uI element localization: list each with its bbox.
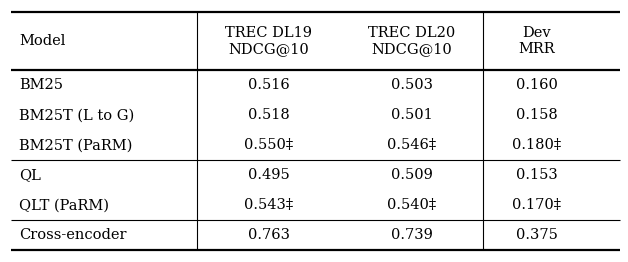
Text: 0.546‡: 0.546‡: [387, 138, 436, 152]
Text: 0.495: 0.495: [248, 168, 290, 182]
Text: Model: Model: [19, 34, 65, 48]
Text: Dev
MRR: Dev MRR: [518, 26, 555, 56]
Text: 0.516: 0.516: [248, 78, 290, 92]
Text: 0.518: 0.518: [248, 108, 290, 122]
Text: BM25T (PaRM): BM25T (PaRM): [19, 138, 133, 152]
Text: QLT (PaRM): QLT (PaRM): [19, 198, 109, 212]
Text: Cross-encoder: Cross-encoder: [19, 228, 126, 242]
Text: 0.509: 0.509: [391, 168, 433, 182]
Text: 0.550‡: 0.550‡: [244, 138, 293, 152]
Text: BM25T (L to G): BM25T (L to G): [19, 108, 134, 122]
Text: 0.170‡: 0.170‡: [512, 198, 561, 212]
Text: 0.739: 0.739: [391, 228, 433, 242]
Text: QL: QL: [19, 168, 41, 182]
Text: TREC DL19
NDCG@10: TREC DL19 NDCG@10: [225, 26, 312, 56]
Text: 0.160: 0.160: [516, 78, 558, 92]
Text: 0.763: 0.763: [247, 228, 290, 242]
Text: 0.540‡: 0.540‡: [387, 198, 436, 212]
Text: 0.153: 0.153: [516, 168, 558, 182]
Text: BM25: BM25: [19, 78, 63, 92]
Text: 0.375: 0.375: [516, 228, 558, 242]
Text: 0.180‡: 0.180‡: [512, 138, 561, 152]
Text: 0.158: 0.158: [516, 108, 558, 122]
Text: 0.501: 0.501: [391, 108, 433, 122]
Text: TREC DL20
NDCG@10: TREC DL20 NDCG@10: [368, 26, 455, 56]
Text: 0.543‡: 0.543‡: [244, 198, 293, 212]
Text: 0.503: 0.503: [391, 78, 433, 92]
